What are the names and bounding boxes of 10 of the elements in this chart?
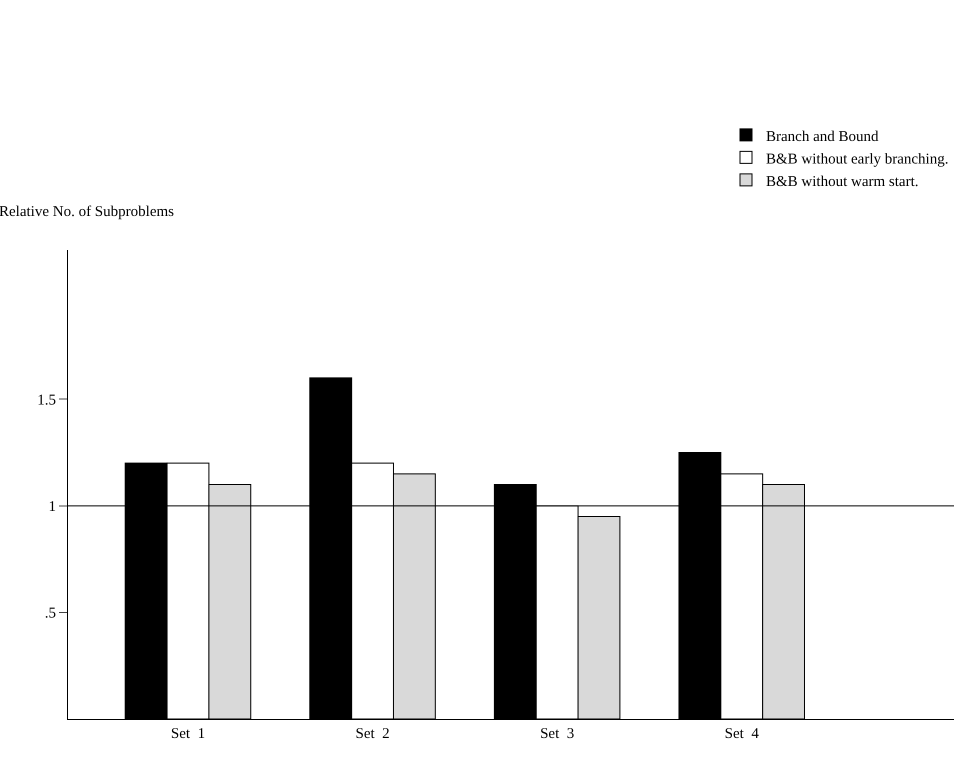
y-tick-label: .5 xyxy=(44,606,56,622)
legend-label: B&B without early branching. xyxy=(766,151,948,168)
x-tick-label: Set 4 xyxy=(724,726,760,742)
x-tick-label: Set 1 xyxy=(170,726,206,742)
y-tick-label: 1 xyxy=(48,499,56,516)
legend-label: B&B without warm start. xyxy=(766,174,918,190)
legend-label: Branch and Bound xyxy=(766,128,879,145)
x-tick-label: Set 3 xyxy=(540,726,574,742)
x-tick-label: Set 2 xyxy=(355,726,390,742)
y-tick-label: 1.5 xyxy=(37,392,56,408)
